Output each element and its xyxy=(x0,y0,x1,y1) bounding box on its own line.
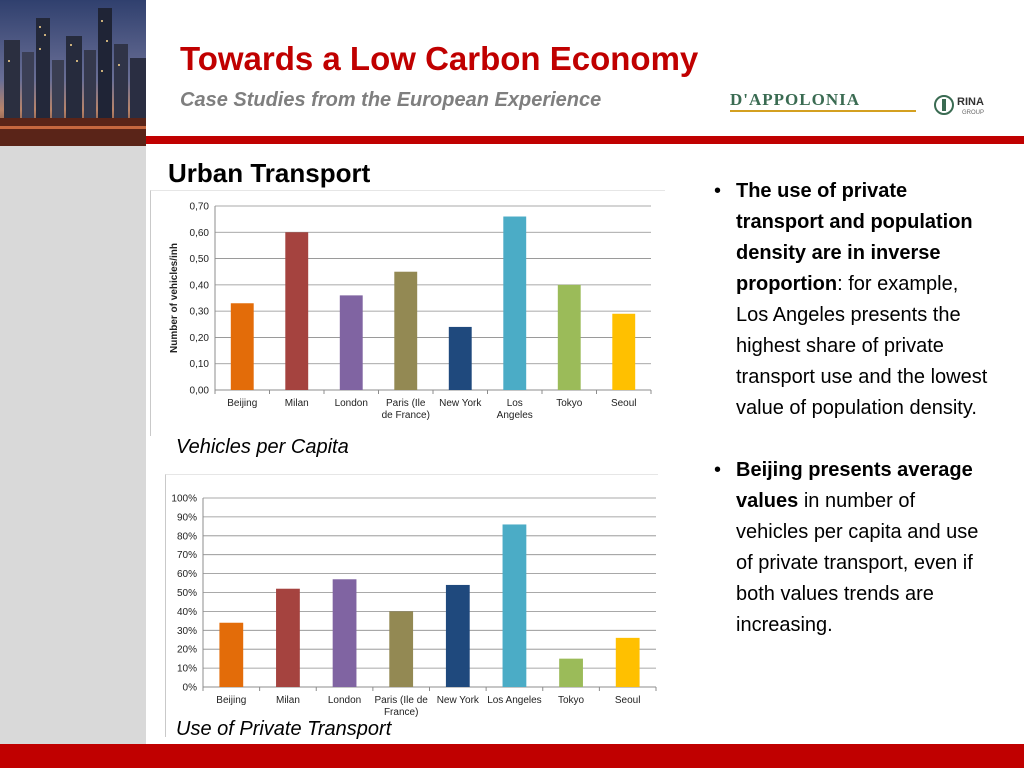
slide-title: Towards a Low Carbon Economy xyxy=(180,40,699,77)
x-tick-label: London xyxy=(335,398,368,409)
slide-subtitle: Case Studies from the European Experienc… xyxy=(180,89,602,111)
bullet-2-bold: Beijing presents average values xyxy=(736,459,973,512)
rina-emblem-icon xyxy=(934,95,954,115)
y-tick-label: 0,70 xyxy=(190,202,210,213)
bullet-item-2: Beijing presents average values in numbe… xyxy=(712,455,988,641)
dappolonia-logo: D'APPOLONIA RINA GROUP xyxy=(726,88,996,128)
x-tick-label: Los xyxy=(507,398,523,409)
city-skyline-photo xyxy=(0,0,146,146)
bullet-2-text: in number of vehicles per capita and use… xyxy=(736,490,979,636)
x-tick-label: New York xyxy=(439,398,482,409)
y-tick-label: 70% xyxy=(177,550,197,561)
x-tick-label: Seoul xyxy=(615,695,641,706)
y-tick-label: 0,10 xyxy=(190,359,210,370)
bar xyxy=(219,622,244,687)
x-tick-label: Tokyo xyxy=(558,695,585,706)
x-tick-label: Paris (Ile xyxy=(386,398,426,409)
y-tick-label: 30% xyxy=(177,626,197,637)
logo-underline xyxy=(730,110,916,112)
x-tick-label: France) xyxy=(384,707,418,718)
y-tick-label: 10% xyxy=(177,664,197,675)
chart1-caption: Vehicles per Capita xyxy=(176,436,349,458)
bar xyxy=(285,232,309,390)
bar xyxy=(559,658,583,687)
y-tick-label: 60% xyxy=(177,569,197,580)
y-tick-label: 0,00 xyxy=(190,386,210,397)
x-tick-label: Los Angeles xyxy=(487,695,542,706)
y-tick-label: 0,20 xyxy=(190,333,210,344)
private-transport-plot: 0% 10% 20% 30% 40% 50% 60% 70% 80% 90% 100% Beijing… xyxy=(171,494,657,718)
footer-red-rule xyxy=(0,744,1024,768)
bar xyxy=(394,271,418,390)
bar xyxy=(615,637,640,687)
vehicles-per-capita-plot: 0,00 0,10 0,20 0,30 0,40 0,50 0,60 0,70 Beijing M… xyxy=(169,202,652,421)
x-tick-label: Milan xyxy=(276,695,300,706)
bar xyxy=(557,284,581,390)
y-tick-label: 0,60 xyxy=(190,228,210,239)
bullet-1-text: : for example, Los Angeles presents the … xyxy=(736,273,988,419)
bar xyxy=(503,216,527,390)
y-tick-label: 80% xyxy=(177,531,197,542)
vehicles-per-capita-chart: 0,00 0,10 0,20 0,30 0,40 0,50 0,60 0,70 Beijing M… xyxy=(150,190,665,436)
y-tick-label: 0,30 xyxy=(190,307,210,318)
bar xyxy=(276,588,300,687)
bullet-item-1: The use of private transport and populat… xyxy=(712,176,988,424)
bar xyxy=(230,303,254,390)
bar xyxy=(502,524,527,687)
x-tick-label: Angeles xyxy=(497,410,533,421)
y-axis-title: Number of vehicles/inh xyxy=(169,243,180,353)
logo-wordmark: D'APPOLONIA xyxy=(730,90,860,109)
y-tick-label: 0% xyxy=(183,683,198,694)
y-tick-label: 0,40 xyxy=(190,280,210,291)
rina-subtext: GROUP xyxy=(962,110,985,116)
section-title: Urban Transport xyxy=(168,158,371,188)
chart2-caption: Use of Private Transport xyxy=(176,718,392,740)
x-tick-label: London xyxy=(328,695,361,706)
x-tick-label: Beijing xyxy=(216,695,246,706)
bar xyxy=(389,611,414,687)
y-tick-label: 20% xyxy=(177,645,197,656)
x-tick-label: de France) xyxy=(382,410,430,421)
x-tick-label: Seoul xyxy=(611,398,637,409)
private-transport-chart: 0% 10% 20% 30% 40% 50% 60% 70% 80% 90% 100% Beijing… xyxy=(165,474,658,737)
x-tick-label: Paris (Ile de xyxy=(375,695,429,706)
bar xyxy=(612,313,636,390)
x-tick-label: New York xyxy=(437,695,480,706)
bar xyxy=(332,579,357,687)
y-tick-label: 40% xyxy=(177,607,197,618)
bar xyxy=(448,326,472,390)
x-tick-label: Beijing xyxy=(227,398,257,409)
y-tick-label: 90% xyxy=(177,512,197,523)
x-tick-label: Tokyo xyxy=(556,398,583,409)
bar xyxy=(339,295,363,390)
y-tick-label: 50% xyxy=(177,588,197,599)
header-red-rule xyxy=(146,136,1024,144)
y-tick-label: 0,50 xyxy=(190,254,210,265)
rina-wordmark: RINA xyxy=(957,96,984,108)
bullet-1-bold: The use of private transport and populat… xyxy=(736,180,973,295)
bullet-list: The use of private transport and populat… xyxy=(712,176,988,641)
x-tick-label: Milan xyxy=(285,398,309,409)
y-tick-label: 100% xyxy=(171,494,197,505)
bar xyxy=(445,584,470,687)
